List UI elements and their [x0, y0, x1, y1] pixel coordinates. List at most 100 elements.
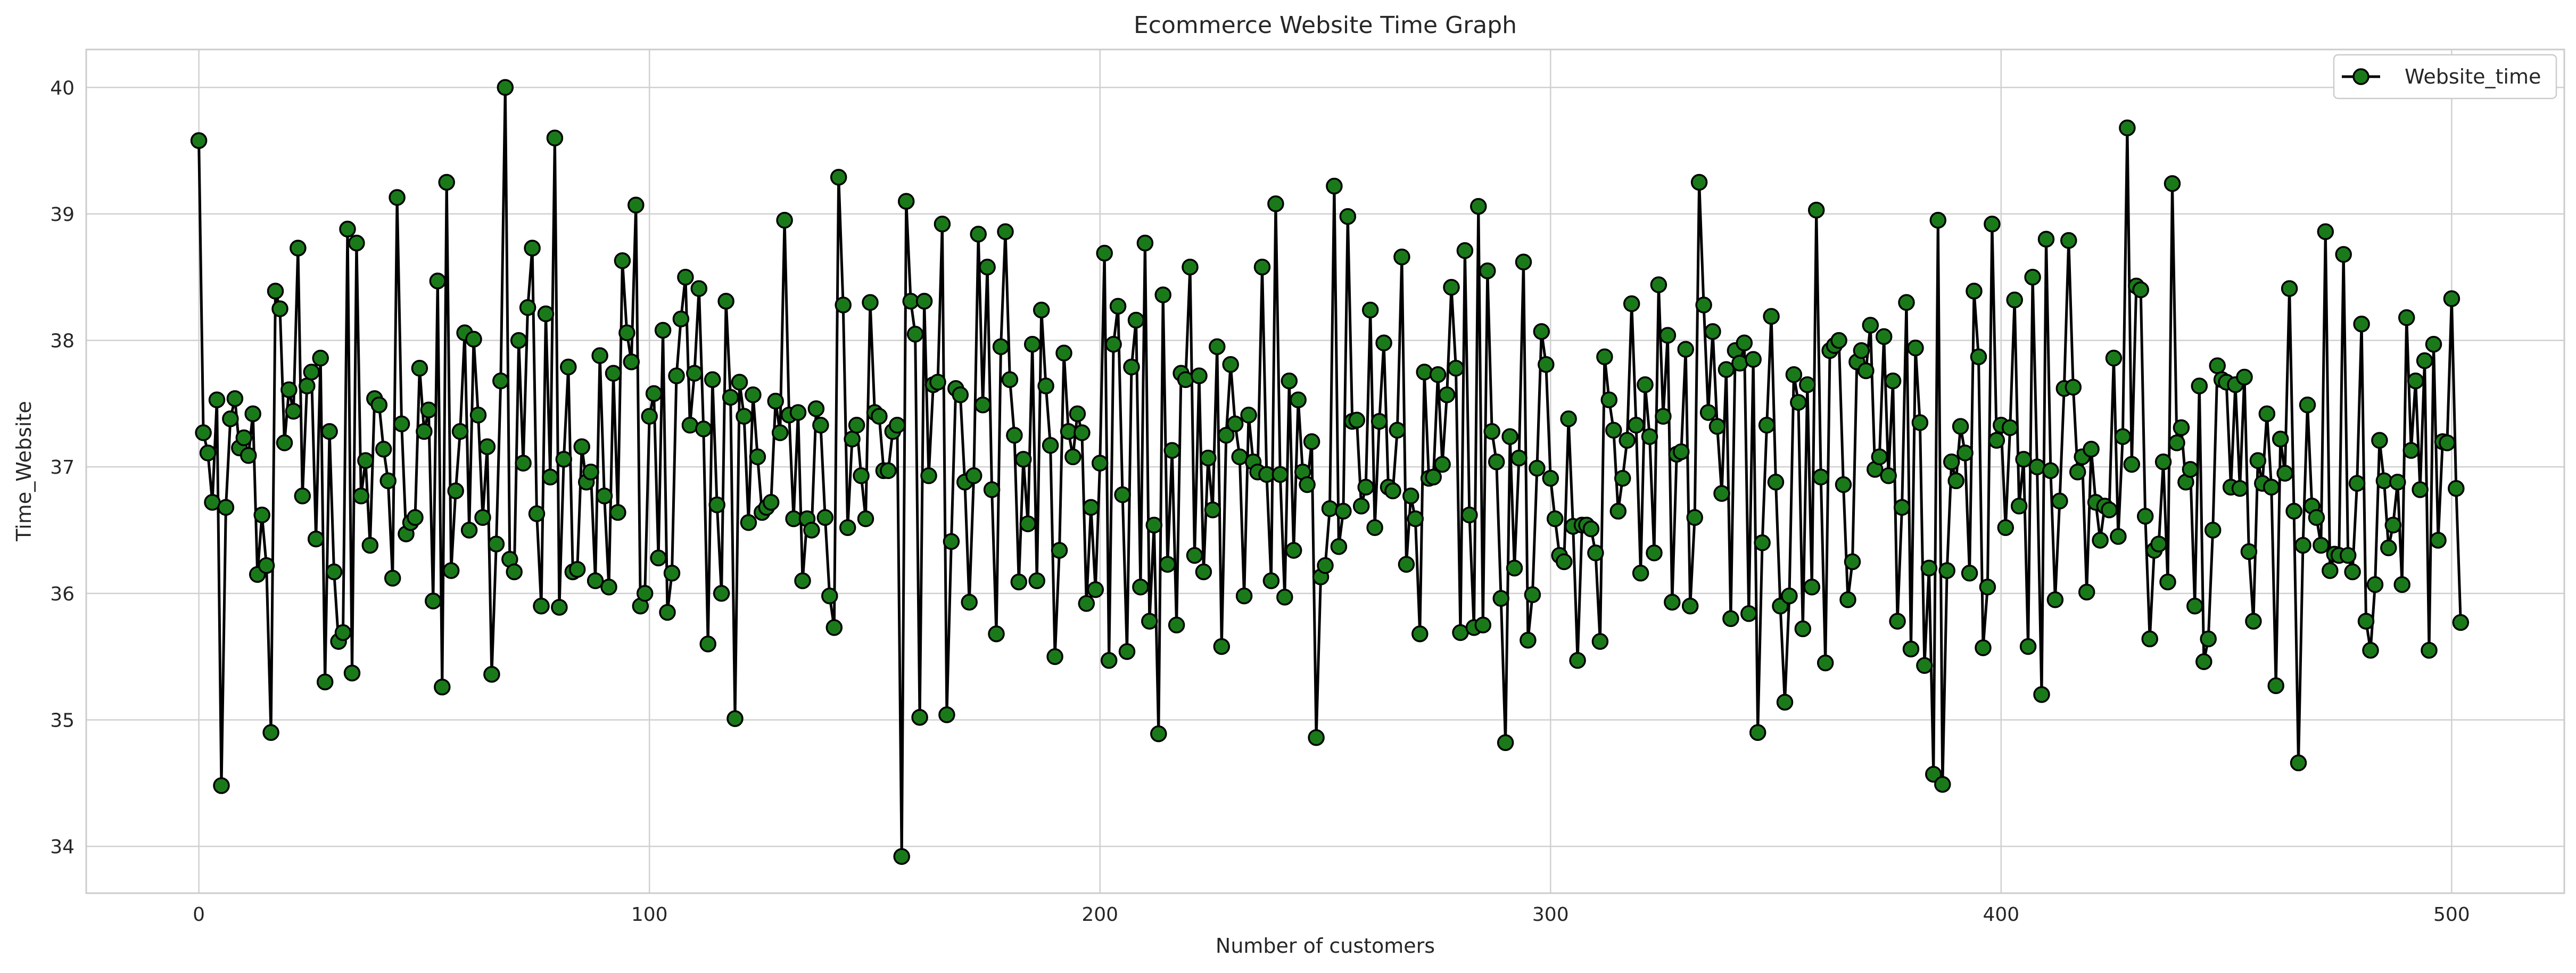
data-point	[1083, 499, 1100, 516]
x-tick-label: 200	[1081, 904, 1118, 926]
data-point	[2065, 378, 2082, 396]
data-point	[1186, 547, 1203, 564]
data-point	[1916, 657, 1933, 674]
data-point	[1966, 283, 1983, 300]
data-point	[1812, 468, 1829, 485]
data-point	[1479, 262, 1496, 279]
data-point	[573, 438, 590, 455]
data-point	[880, 462, 897, 480]
data-point	[1114, 486, 1131, 504]
data-point	[1492, 590, 1509, 607]
data-point	[1209, 338, 1226, 356]
data-point	[389, 189, 406, 206]
data-point	[1699, 404, 1717, 421]
data-point	[1447, 360, 1465, 377]
data-point	[668, 367, 685, 384]
data-point	[1938, 562, 1955, 579]
data-point	[1767, 473, 1785, 491]
data-point	[1023, 335, 1041, 353]
data-point	[1019, 515, 1037, 532]
data-point	[262, 724, 279, 741]
x-tick-label: 300	[1532, 904, 1569, 926]
data-point	[2398, 309, 2415, 326]
data-point	[434, 678, 451, 696]
data-point	[704, 371, 721, 388]
data-point	[1425, 468, 1442, 485]
data-point	[1835, 476, 1852, 493]
data-point	[789, 404, 807, 421]
data-point	[1402, 488, 1419, 505]
data-point	[848, 417, 865, 434]
data-point	[1790, 394, 1807, 411]
data-point	[1807, 202, 1825, 219]
data-point	[2154, 453, 2172, 471]
data-point	[2375, 472, 2393, 490]
data-point	[2443, 290, 2461, 307]
data-point	[1884, 372, 1902, 390]
data-point	[1506, 559, 1523, 577]
data-point	[1664, 593, 1681, 611]
data-point	[276, 434, 293, 451]
data-point	[1109, 298, 1127, 315]
data-point	[2010, 498, 2028, 515]
data-point	[731, 374, 748, 391]
data-point	[1154, 286, 1171, 303]
data-point	[1303, 433, 1320, 450]
data-point	[2204, 522, 2222, 539]
data-point	[897, 193, 915, 210]
data-point	[1975, 639, 1992, 656]
data-point	[2191, 377, 2208, 394]
data-point	[2322, 562, 2339, 579]
data-point	[1339, 208, 1357, 225]
data-point	[2132, 281, 2149, 299]
data-point	[451, 423, 469, 440]
data-point	[375, 441, 392, 458]
data-point	[681, 417, 699, 434]
data-point	[1677, 341, 1694, 358]
data-point	[1600, 391, 1618, 408]
series-layer	[190, 79, 2470, 865]
data-point	[334, 624, 352, 641]
data-point	[771, 424, 789, 441]
data-point	[1438, 386, 1456, 403]
data-point	[1168, 616, 1185, 633]
y-axis-label: Time_Website	[12, 401, 36, 541]
data-point	[988, 625, 1005, 642]
data-point	[316, 673, 334, 690]
data-point	[2348, 475, 2366, 492]
data-point	[1393, 248, 1410, 266]
data-point	[519, 299, 536, 316]
data-point	[1348, 411, 1366, 429]
grid	[86, 50, 2564, 893]
data-point	[2015, 451, 2032, 468]
data-point	[2182, 461, 2199, 478]
data-point	[1718, 361, 1735, 378]
data-point	[920, 467, 937, 484]
data-point	[1956, 444, 1974, 461]
data-point	[299, 377, 316, 394]
data-point	[1619, 432, 1636, 449]
data-point	[258, 557, 275, 574]
data-point	[1037, 377, 1054, 394]
data-point	[321, 423, 338, 440]
data-point	[1799, 376, 1816, 393]
data-point	[370, 396, 388, 414]
data-point	[294, 488, 311, 505]
data-point	[1952, 418, 1969, 435]
data-point	[1740, 605, 1757, 622]
data-point	[970, 226, 987, 243]
data-point	[2209, 357, 2226, 374]
data-point	[1127, 311, 1145, 329]
data-point	[325, 563, 343, 581]
data-point	[1416, 364, 1433, 381]
data-point	[2402, 442, 2420, 459]
data-point	[348, 234, 365, 252]
data-point	[1515, 253, 1532, 270]
y-tick-label: 35	[50, 710, 75, 731]
data-point	[1042, 437, 1059, 454]
data-point	[690, 280, 708, 297]
data-point	[2353, 315, 2370, 333]
data-point	[906, 325, 924, 343]
data-point	[1596, 348, 1613, 366]
data-point	[1488, 453, 1505, 471]
